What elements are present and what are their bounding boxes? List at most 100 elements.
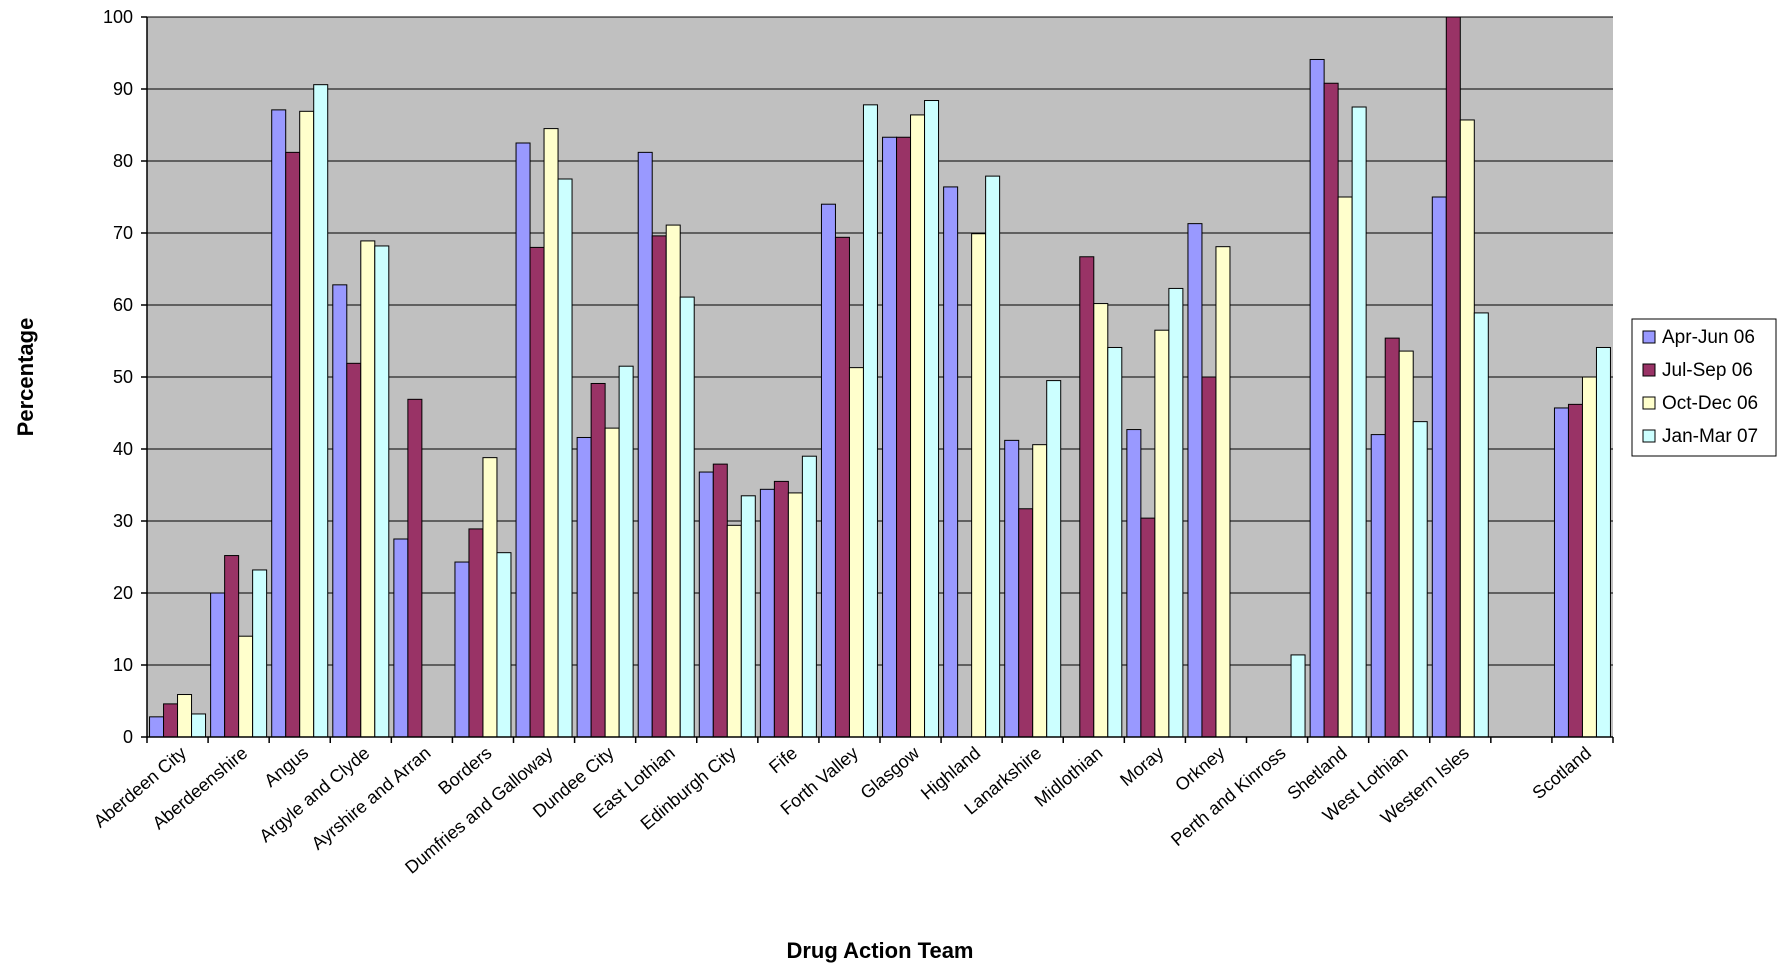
bar	[285, 151, 301, 738]
bar	[848, 367, 864, 738]
x-tick-label: Scotland	[1529, 743, 1596, 803]
bar	[1201, 376, 1217, 738]
x-tick-label: Fife	[765, 743, 801, 778]
bar	[271, 109, 287, 738]
bar	[1187, 223, 1203, 738]
y-tick-label: 70	[113, 223, 133, 243]
bar	[862, 104, 878, 738]
bar	[1384, 337, 1400, 738]
bar	[740, 495, 756, 738]
legend: Apr-Jun 06 Jul-Sep 06 Oct-Dec 06 Jan-Mar 07	[1631, 318, 1777, 457]
bar	[651, 235, 667, 738]
bar	[1154, 329, 1170, 738]
x-tick-label: Moray	[1116, 743, 1167, 790]
y-tick-label: 20	[113, 583, 133, 603]
y-tick-label: 30	[113, 511, 133, 531]
bar	[679, 296, 695, 738]
bar	[163, 703, 179, 738]
bar	[1337, 196, 1353, 738]
y-tick-label: 0	[123, 727, 133, 747]
bar	[515, 142, 531, 738]
bar	[1567, 403, 1583, 738]
bar	[1323, 82, 1339, 738]
bar	[1351, 106, 1367, 738]
bar	[1445, 16, 1461, 738]
bar	[712, 463, 728, 738]
y-tick-label: 10	[113, 655, 133, 675]
y-tick-label: 60	[113, 295, 133, 315]
bar	[238, 635, 254, 738]
bar	[1168, 287, 1184, 738]
bar	[1473, 312, 1489, 738]
bar	[1093, 303, 1109, 738]
bar	[1459, 119, 1475, 738]
legend-swatch	[1642, 330, 1656, 344]
bar	[971, 233, 987, 738]
bar	[332, 284, 348, 738]
y-tick-label: 50	[113, 367, 133, 387]
bar	[665, 224, 681, 738]
bar	[910, 114, 926, 738]
y-tick-label: 90	[113, 79, 133, 99]
legend-swatch	[1642, 396, 1656, 410]
bar	[1309, 58, 1325, 738]
bar	[1079, 256, 1095, 738]
x-tick-label: Angus	[260, 743, 312, 791]
bar	[604, 427, 620, 738]
bar	[224, 555, 240, 738]
bar	[1107, 346, 1123, 738]
bar	[360, 240, 376, 738]
bar	[1553, 407, 1569, 738]
bar	[834, 236, 850, 738]
bar	[529, 246, 545, 738]
legend-swatch	[1642, 429, 1656, 443]
bar	[1595, 346, 1611, 738]
bar	[1140, 517, 1156, 738]
bar	[637, 151, 653, 738]
bar	[1046, 380, 1062, 738]
y-axis-title: Percentage	[13, 318, 38, 437]
bar	[820, 203, 836, 738]
x-axis-title: Drug Action Team	[786, 938, 973, 963]
x-tick-label: Argyle and Clyde	[255, 743, 373, 846]
bar	[374, 245, 390, 738]
bar	[618, 365, 634, 738]
legend-label: Jan-Mar 07	[1662, 426, 1758, 447]
bar	[177, 694, 193, 738]
bar	[252, 569, 268, 738]
bar	[454, 561, 470, 738]
bar	[313, 84, 329, 738]
bar	[299, 110, 315, 738]
x-tick-label: Glasgow	[857, 742, 924, 803]
y-tick-labels: 0 10 20 30 40 50 60 70 80 90 100	[103, 7, 147, 747]
gridlines	[147, 16, 1613, 666]
bar	[759, 488, 775, 738]
y-tick-label: 100	[103, 7, 133, 27]
bar	[557, 178, 573, 738]
bar	[726, 524, 742, 738]
bar	[149, 716, 165, 738]
bar	[1431, 196, 1447, 738]
legend-swatch	[1642, 363, 1656, 377]
bar	[346, 362, 362, 738]
bar	[210, 592, 226, 738]
y-tick-label: 40	[113, 439, 133, 459]
bar	[924, 100, 940, 738]
y-tick-label: 80	[113, 151, 133, 171]
bar	[1032, 444, 1048, 738]
bar	[393, 538, 409, 738]
bar	[773, 480, 789, 738]
x-tick-label: Orkney	[1171, 743, 1228, 796]
bar	[801, 455, 817, 738]
bar	[191, 713, 207, 738]
bar	[496, 552, 512, 738]
legend-label: Oct-Dec 06	[1662, 393, 1758, 414]
bar	[1215, 246, 1231, 738]
bar	[1412, 421, 1428, 738]
bar	[1290, 654, 1306, 738]
bar	[1126, 429, 1142, 738]
bar	[1004, 439, 1020, 738]
bar	[590, 382, 606, 738]
